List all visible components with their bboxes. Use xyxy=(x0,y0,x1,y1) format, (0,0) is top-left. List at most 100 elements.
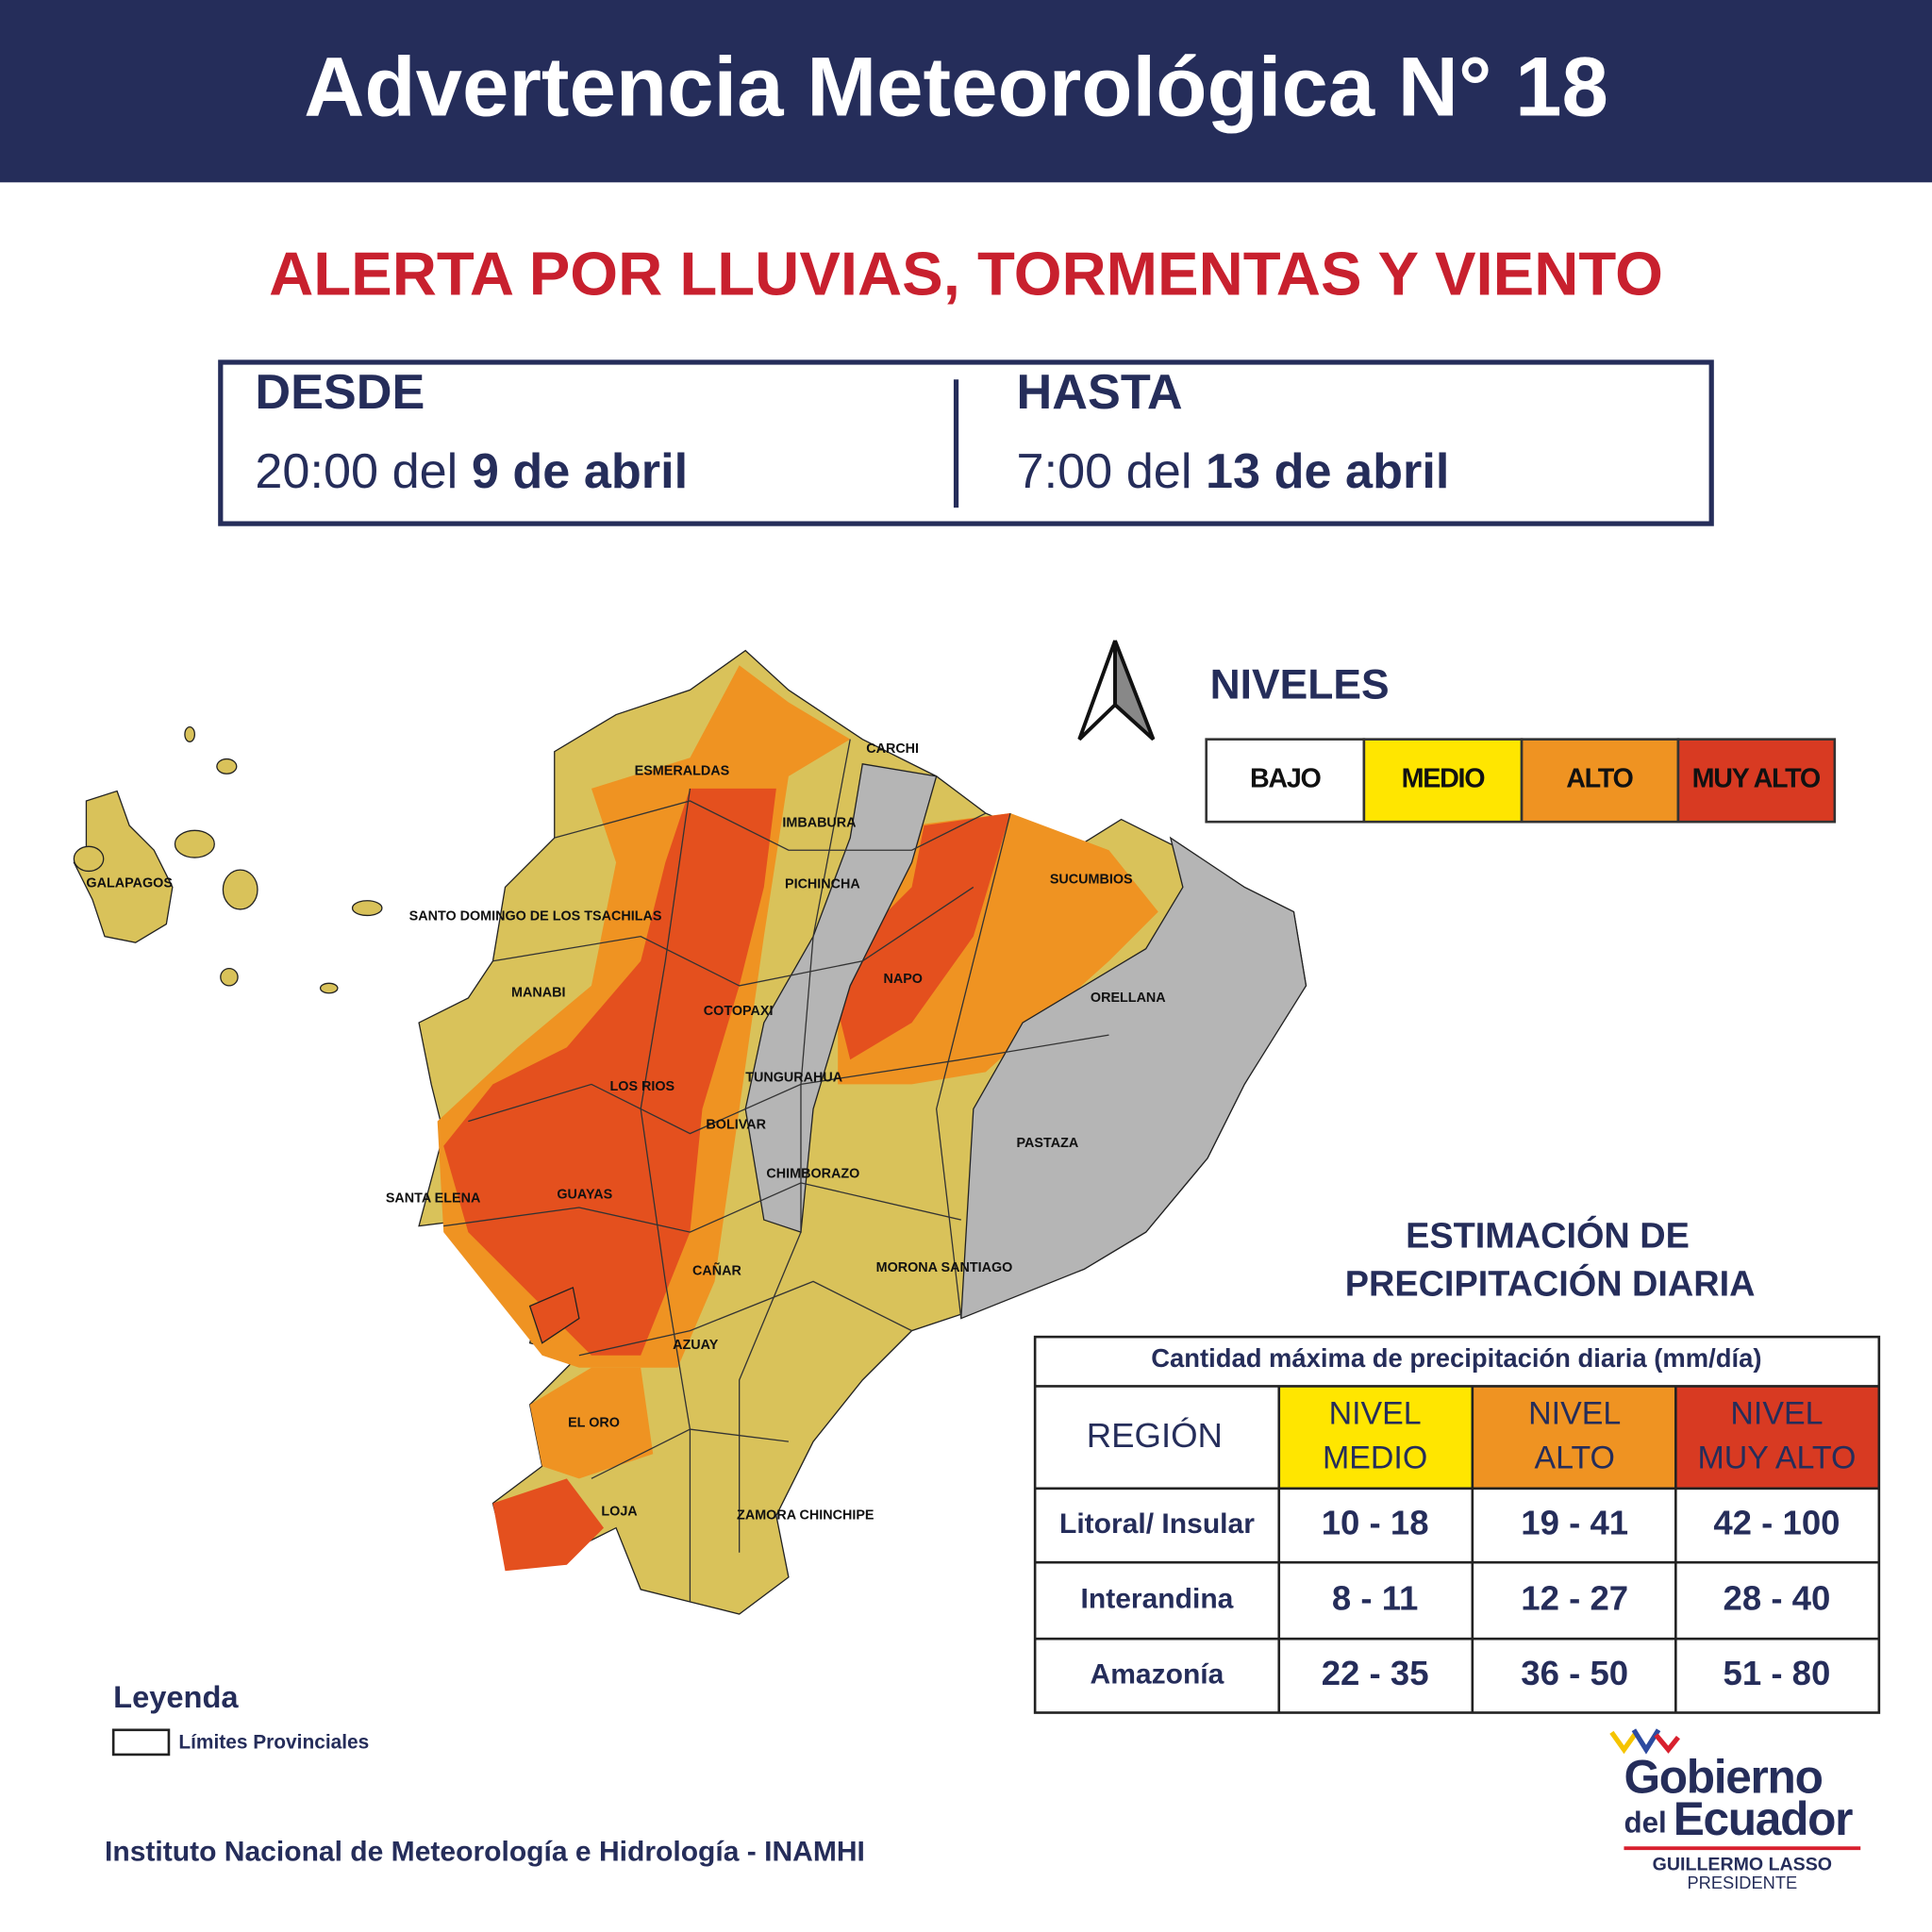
table-cell: 10 - 18 xyxy=(1322,1504,1429,1542)
province-label: LOJA xyxy=(601,1504,637,1519)
arrow-right xyxy=(1113,640,1156,741)
province-label: LOS RIOS xyxy=(610,1079,675,1094)
table-cell: 36 - 50 xyxy=(1521,1654,1628,1692)
level-label: BAJO xyxy=(1250,763,1322,793)
province-label: EL ORO xyxy=(568,1415,620,1430)
header-cell-bg xyxy=(1278,1386,1473,1489)
province-label: SUCUMBIOS xyxy=(1050,872,1133,887)
province-label: GUAYAS xyxy=(557,1188,612,1203)
border xyxy=(739,739,851,1553)
level-cell xyxy=(1520,738,1680,824)
island xyxy=(220,967,239,987)
map xyxy=(73,649,1307,1615)
province-label: COTOPAXI xyxy=(704,1004,774,1019)
header-band xyxy=(0,0,1932,183)
estimate-title: PRECIPITACIÓN DIARIA xyxy=(1345,1263,1756,1305)
province-label: IMBABURA xyxy=(782,815,856,830)
island xyxy=(174,829,215,858)
logo-name: GUILLERMO LASSO xyxy=(1653,1855,1832,1875)
border xyxy=(492,886,974,987)
border xyxy=(578,1280,912,1357)
to-value: 7:00 del 13 de abril xyxy=(1017,444,1450,499)
province-label: CARCHI xyxy=(866,741,919,757)
table-cell: 42 - 100 xyxy=(1713,1504,1840,1542)
to-time: 7:00 del xyxy=(1017,444,1192,499)
border xyxy=(640,788,691,1602)
to-label: HASTA xyxy=(1017,365,1183,420)
border xyxy=(554,800,987,851)
galapagos-islands xyxy=(73,725,383,994)
from-value: 20:00 del 9 de abril xyxy=(255,444,688,499)
logo-line2: Ecuador xyxy=(1674,1792,1853,1845)
zone-muy-alto xyxy=(492,1478,604,1572)
row-header: Amazonía xyxy=(1091,1658,1224,1690)
header-cell: ALTO xyxy=(1534,1441,1615,1476)
zone-muy-alto xyxy=(443,788,776,1356)
province-label: ZAMORA CHINCHIPE xyxy=(737,1507,874,1523)
level-cell xyxy=(1205,738,1366,824)
header-cell-bg xyxy=(1472,1386,1676,1489)
province-label: AZUAY xyxy=(673,1338,719,1353)
table-cell: 22 - 35 xyxy=(1322,1654,1429,1692)
header-cell: MEDIO xyxy=(1323,1441,1427,1476)
logo-del: del xyxy=(1624,1807,1666,1840)
zone-bajo xyxy=(960,836,1307,1320)
province-label: ESMERALDAS xyxy=(635,763,730,778)
row-header: Interandina xyxy=(1081,1584,1234,1615)
table-body: Litoral/ Insular 10 - 18 19 - 41 42 - 100 In… xyxy=(1059,1504,1840,1692)
header-cell: REGIÓN xyxy=(1087,1416,1223,1455)
header-cell: NIVEL xyxy=(1329,1396,1422,1432)
header-cell-bg xyxy=(1675,1386,1879,1489)
header-cell: NIVEL xyxy=(1730,1396,1823,1432)
logo-line1: Gobierno xyxy=(1624,1750,1822,1803)
province-borders xyxy=(443,739,1109,1602)
island xyxy=(319,982,339,994)
logo-role: PRESIDENTE xyxy=(1687,1873,1797,1892)
to-date: 13 de abril xyxy=(1206,444,1449,499)
island xyxy=(216,758,238,774)
table-grid xyxy=(1033,1335,1881,1714)
province-label: NAPO xyxy=(883,972,923,987)
from-time: 20:00 del xyxy=(255,444,458,499)
header-cell: NIVEL xyxy=(1528,1396,1621,1432)
province-label: PASTAZA xyxy=(1017,1136,1079,1151)
logo-mark xyxy=(1609,1730,1639,1755)
province-label: PICHINCHA xyxy=(785,877,860,892)
zone-muy-alto xyxy=(528,1286,580,1344)
footer-source: Instituto Nacional de Meteorología e Hid… xyxy=(105,1836,865,1867)
estimate-title: ESTIMACIÓN DE xyxy=(1406,1215,1690,1257)
province-label: BOLIVAR xyxy=(706,1117,766,1132)
province-label: MANABI xyxy=(511,986,565,1001)
level-cell xyxy=(1676,738,1837,824)
province-label: CHIMBORAZO xyxy=(766,1167,859,1182)
province-label: SANTA ELENA xyxy=(386,1191,481,1207)
border xyxy=(468,1034,1109,1135)
table-border xyxy=(1033,1335,1881,1714)
legend-item: Límites Provinciales xyxy=(178,1732,369,1754)
province-labels: GALAPAGOS ESMERALDAS CARCHI IMBABURA PIC… xyxy=(86,741,1165,1523)
precip-table: Cantidad máxima de precipitación diaria … xyxy=(1033,1335,1881,1714)
legend-swatch xyxy=(111,1728,171,1757)
levels-scale: BAJO MEDIO ALTO MUY ALTO xyxy=(1205,738,1837,824)
province-label: SANTO DOMINGO DE LOS TSACHILAS xyxy=(409,909,662,924)
island xyxy=(184,725,196,742)
logo-mark xyxy=(1654,1733,1680,1754)
level-label: MEDIO xyxy=(1402,763,1486,793)
table-cell: 8 - 11 xyxy=(1332,1578,1418,1617)
island xyxy=(73,845,105,873)
legend-title: Leyenda xyxy=(113,1679,239,1714)
government-logo: Gobierno del Ecuador GUILLERMO LASSO PRE… xyxy=(1609,1728,1861,1892)
table-cell: 12 - 27 xyxy=(1521,1578,1628,1617)
alert-title: ALERTA POR LLUVIAS, TORMENTAS Y VIENTO xyxy=(269,239,1663,308)
header-cell: MUY ALTO xyxy=(1697,1441,1856,1476)
from-date: 9 de abril xyxy=(472,444,688,499)
border xyxy=(443,1182,961,1233)
table-cell: 28 - 40 xyxy=(1724,1578,1831,1617)
island xyxy=(351,900,383,917)
province-label: CAÑAR xyxy=(692,1262,741,1279)
north-arrow xyxy=(1077,640,1156,741)
period-box xyxy=(218,359,1714,526)
from-label: DESDE xyxy=(255,365,425,420)
province-label: GALAPAGOS xyxy=(86,875,173,891)
